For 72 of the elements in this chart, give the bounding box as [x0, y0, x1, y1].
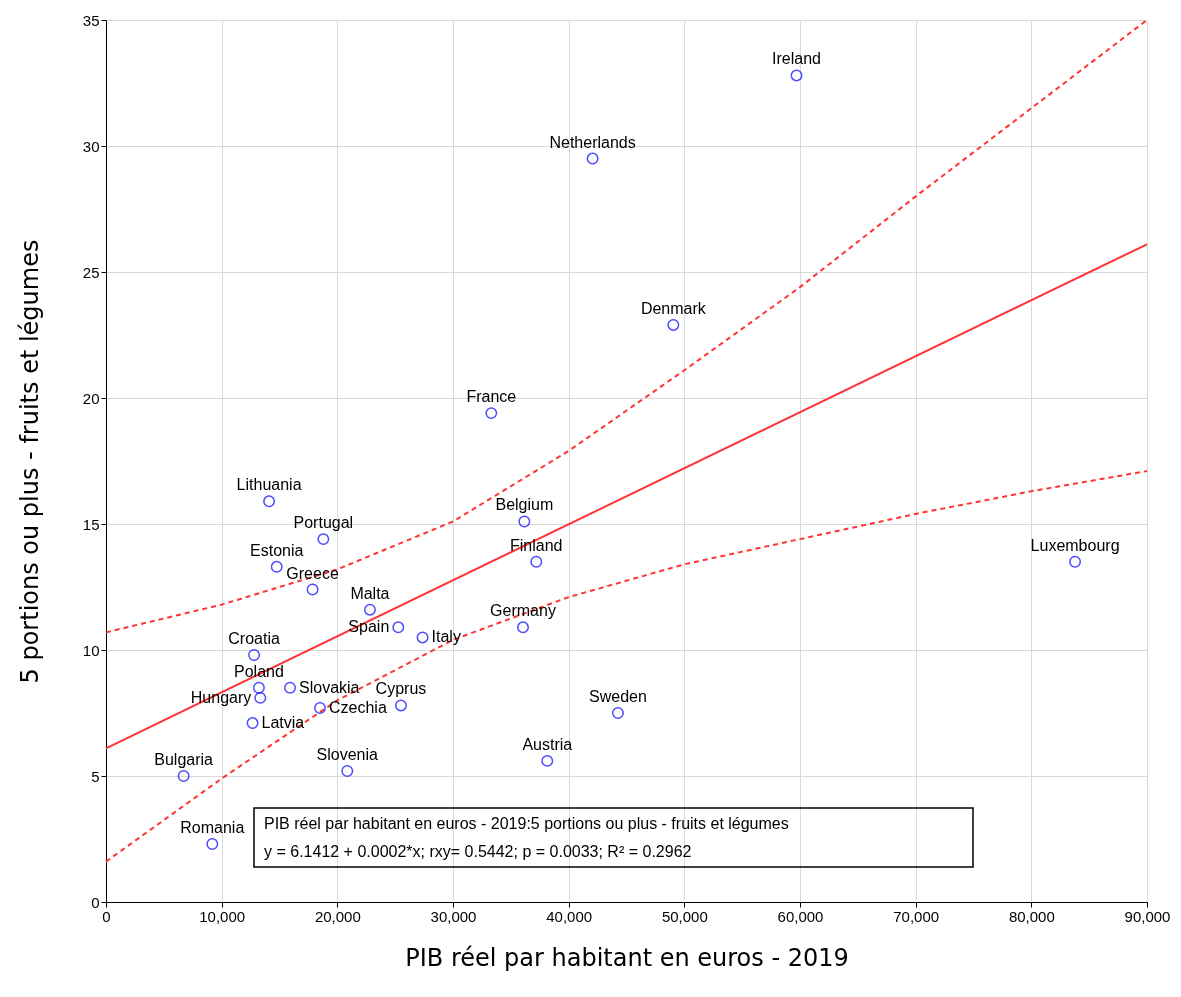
annotation: Sweden [589, 688, 647, 705]
point [586, 152, 599, 165]
x-tick-label: 10,000 [199, 907, 246, 925]
annotation: Portugal [293, 514, 354, 532]
point [306, 583, 319, 596]
y-tick-label: 30 [82, 137, 100, 155]
x-tick-label: 40,000 [546, 907, 593, 925]
line-series [105, 470, 1148, 863]
annotation: Slovenia [316, 745, 379, 763]
point [270, 560, 283, 573]
x-tick-label: 90,000 [1124, 907, 1171, 925]
point [252, 681, 265, 694]
point [667, 318, 680, 331]
point [341, 764, 354, 777]
annotation: Belgium [495, 496, 554, 514]
y-tick-label: 25 [82, 263, 100, 281]
annotation: y = 6.1412 + 0.0002*x; rxy= 0.5442; p = 0.0033; R² = 0.2962 [264, 843, 692, 860]
y-axis-title: 5 portions ou plus - fruits et légumes [15, 239, 44, 684]
x-tick-label: 20,000 [314, 907, 361, 925]
annotation: Denmark [640, 299, 707, 317]
annotation: Estonia [250, 541, 304, 559]
point [394, 699, 407, 712]
annotation: Netherlands [549, 133, 636, 151]
annotation: Spain [348, 618, 390, 636]
point [254, 691, 267, 704]
point [518, 515, 531, 528]
annotation: France [466, 388, 517, 406]
point [485, 407, 498, 420]
annotation: Cyprus [375, 680, 427, 698]
point [177, 770, 190, 782]
annotation: PIB réel par habitant en euros - 2019:5 portions ou plus - fruits et légumes [264, 815, 789, 832]
point [790, 69, 803, 82]
point [392, 621, 405, 634]
y-tick-label: 10 [82, 641, 100, 659]
annotation: Latvia [261, 714, 305, 732]
annotation: Luxembourg [1030, 536, 1120, 554]
x-tick-label: 50,000 [661, 907, 708, 925]
point [530, 555, 543, 568]
y-tick-label: 15 [82, 515, 100, 533]
annotation: Croatia [228, 630, 280, 648]
point [246, 717, 259, 730]
point [284, 681, 297, 694]
y-tick-label: 5 [91, 767, 100, 785]
annotation: Bulgaria [154, 751, 214, 768]
point [206, 838, 219, 851]
point [363, 603, 376, 616]
y-tick-label: 35 [82, 11, 100, 29]
annotation: Romania [180, 819, 245, 837]
annotation: Ireland [772, 50, 821, 68]
x-tick-label: 30,000 [430, 907, 477, 925]
annotation: Malta [350, 584, 390, 602]
x-tick-label: 80,000 [1008, 907, 1055, 925]
x-tick-label: 0 [102, 907, 111, 925]
point [1069, 555, 1082, 568]
point [516, 621, 529, 634]
annotation: Italy [431, 628, 461, 646]
point [317, 533, 330, 546]
point [416, 631, 429, 644]
x-tick-label: 60,000 [777, 907, 824, 925]
point [248, 649, 261, 662]
point [541, 754, 554, 767]
point [611, 707, 624, 719]
point [263, 495, 276, 508]
x-axis-title: PIB réel par habitant en euros - 2019 [405, 943, 849, 972]
annotation: Austria [522, 735, 573, 753]
annotation: Czechia [328, 698, 387, 716]
y-tick-label: 0 [91, 893, 100, 911]
point [313, 701, 326, 714]
x-tick-label: 70,000 [893, 907, 940, 925]
annotation: Slovakia [299, 678, 360, 696]
y-tick-label: 20 [82, 389, 100, 407]
annotation: Lithuania [236, 476, 302, 494]
